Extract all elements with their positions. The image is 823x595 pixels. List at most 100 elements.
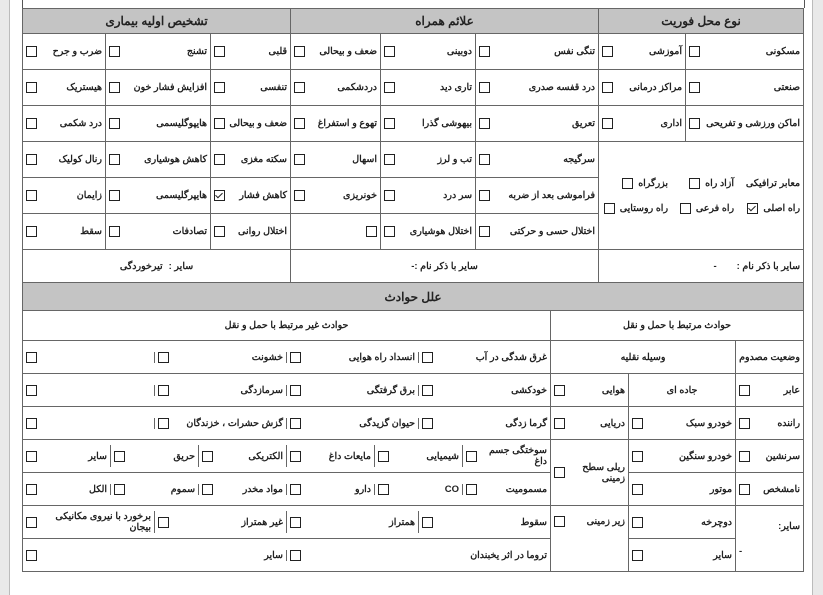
checkbox[interactable] [689, 118, 701, 129]
checkbox[interactable] [689, 82, 701, 93]
checkbox[interactable] [25, 516, 37, 528]
checkbox[interactable] [25, 417, 37, 429]
checkbox[interactable] [26, 483, 38, 495]
checkbox[interactable] [554, 384, 566, 396]
checkbox[interactable] [739, 450, 751, 462]
checkbox[interactable] [554, 516, 566, 527]
checkbox[interactable] [214, 82, 226, 93]
checkbox[interactable] [290, 384, 301, 396]
checkbox[interactable] [109, 190, 121, 201]
checkbox[interactable] [109, 82, 121, 93]
checkbox[interactable] [602, 46, 614, 57]
checkbox[interactable] [157, 351, 169, 363]
checkbox[interactable] [384, 82, 396, 93]
checkbox[interactable] [366, 226, 378, 237]
checkbox[interactable] [290, 351, 301, 363]
checkbox[interactable] [290, 483, 302, 495]
checkbox[interactable] [290, 417, 301, 429]
checkbox[interactable] [294, 46, 306, 57]
checkbox[interactable] [378, 450, 390, 462]
victim-other-field[interactable]: سایر: - [735, 505, 805, 572]
checkbox[interactable] [214, 154, 226, 165]
option: سوختگی جسم داغ [462, 445, 549, 467]
checkbox[interactable] [157, 516, 169, 528]
checkbox[interactable] [114, 450, 126, 462]
checkbox[interactable] [290, 549, 302, 561]
option-label: هایپوگلیسمی [156, 118, 208, 129]
checkbox[interactable] [157, 384, 169, 396]
checkbox[interactable] [294, 118, 306, 129]
option: دریایی [554, 417, 625, 429]
checkbox[interactable] [26, 450, 38, 462]
checkbox[interactable] [26, 118, 37, 129]
checkbox[interactable] [214, 118, 226, 129]
checkbox[interactable] [632, 450, 644, 462]
checkbox[interactable] [26, 46, 37, 57]
checkbox[interactable] [479, 118, 491, 129]
checkbox[interactable] [109, 46, 121, 57]
checkbox[interactable] [384, 190, 396, 201]
checkbox[interactable] [622, 177, 634, 189]
checkbox[interactable] [739, 417, 751, 429]
checkbox[interactable] [602, 118, 614, 129]
symptoms-other-field[interactable]: سایر با ذکر نام :- [290, 249, 600, 284]
checkbox[interactable] [384, 46, 396, 57]
checkbox[interactable] [25, 351, 37, 363]
checkbox[interactable] [479, 46, 491, 57]
checkbox[interactable] [294, 154, 306, 165]
checkbox[interactable] [689, 46, 701, 57]
checkbox[interactable] [422, 417, 434, 429]
option: زیر زمینی [554, 516, 625, 527]
checkbox[interactable] [479, 154, 491, 165]
checkbox[interactable] [214, 46, 226, 57]
checkbox[interactable] [290, 516, 301, 528]
checkbox[interactable] [26, 190, 37, 201]
checkbox[interactable] [378, 483, 390, 495]
checkbox[interactable] [479, 82, 491, 93]
checkbox[interactable] [214, 226, 226, 237]
checkbox[interactable] [479, 226, 491, 237]
checkbox[interactable] [422, 351, 434, 363]
checkbox[interactable] [109, 226, 121, 237]
checkbox[interactable] [157, 417, 169, 429]
checkbox[interactable] [554, 467, 566, 478]
checkbox[interactable] [739, 483, 751, 495]
checkbox[interactable] [632, 417, 644, 429]
checkbox[interactable] [26, 82, 37, 93]
checkbox[interactable] [603, 202, 615, 214]
checkbox[interactable] [466, 483, 478, 495]
checkbox[interactable] [202, 483, 214, 495]
checkbox[interactable] [26, 226, 37, 237]
checkbox[interactable] [602, 82, 614, 93]
checkbox[interactable] [422, 384, 434, 396]
checkbox-checked[interactable] [214, 190, 226, 201]
option-label: ضعف و بیحالی [319, 46, 378, 57]
checkbox[interactable] [26, 549, 37, 561]
checkbox[interactable] [109, 118, 121, 129]
checkbox[interactable] [689, 177, 701, 189]
checkbox[interactable] [466, 450, 478, 462]
checkbox[interactable] [109, 154, 121, 165]
checkbox[interactable] [632, 483, 644, 495]
checkbox[interactable] [632, 549, 644, 561]
checkbox[interactable] [290, 450, 302, 462]
checkbox[interactable] [679, 202, 691, 214]
checkbox[interactable] [384, 154, 396, 165]
checkbox[interactable] [422, 516, 434, 528]
checkbox[interactable] [739, 384, 751, 396]
location-other-field[interactable]: سایر با ذکر نام : - [598, 249, 805, 284]
checkbox[interactable] [294, 82, 306, 93]
checkbox[interactable] [554, 417, 566, 429]
checkbox[interactable] [26, 154, 37, 165]
checkbox[interactable] [384, 118, 396, 129]
checkbox[interactable] [632, 516, 644, 528]
checkbox[interactable] [479, 190, 491, 201]
checkbox[interactable] [384, 226, 396, 237]
checkbox-checked[interactable] [747, 202, 759, 214]
checkbox[interactable] [25, 384, 37, 396]
checkbox[interactable] [294, 190, 306, 201]
checkbox[interactable] [202, 450, 214, 462]
diagnosis-cell: هایپوگلیسمی [105, 105, 212, 142]
checkbox[interactable] [114, 483, 126, 495]
diagnosis-other-field[interactable]: سایر : تیرخوردگی [21, 249, 292, 284]
